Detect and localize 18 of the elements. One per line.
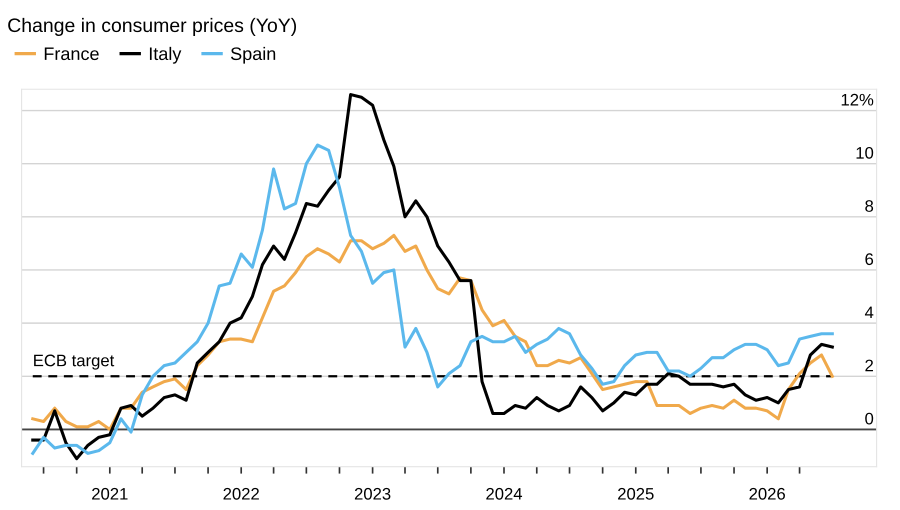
x-tick-label: 2026 <box>749 488 785 500</box>
y-tick-label: 6 <box>865 253 874 266</box>
x-tick-label: 2022 <box>224 488 259 500</box>
x-tick-label: 2021 <box>92 488 128 500</box>
y-tick-label: 10 <box>856 146 874 159</box>
y-tick-label: 0 <box>865 412 874 425</box>
ref-line-label: ECB target <box>34 354 114 370</box>
y-tick-label: 8 <box>865 200 874 212</box>
legend-label: Spain <box>230 46 276 64</box>
legend-label: France <box>44 48 99 60</box>
x-tick-label: 2024 <box>486 488 522 500</box>
legend-label: Italy <box>150 46 182 64</box>
x-tick-label: 2025 <box>618 488 654 500</box>
chart-title: Change in consumer prices (YoY) <box>8 18 296 36</box>
y-tick-label: 2 <box>865 360 873 372</box>
y-tick-label: 12% <box>842 94 874 106</box>
x-tick-label: 2023 <box>354 488 390 500</box>
y-tick-label: 4 <box>864 306 874 318</box>
